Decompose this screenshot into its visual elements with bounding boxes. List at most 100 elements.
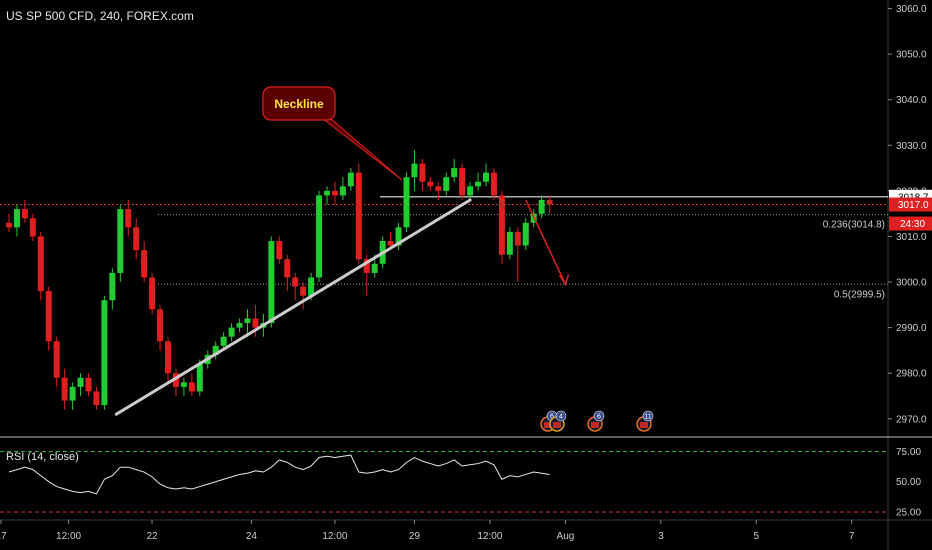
candle-body — [404, 177, 410, 227]
time-axis[interactable]: 17 12:00 22 24 12:00 29 12:00 Aug 3 5 7 — [0, 520, 855, 542]
rsi-title: RSI (14, close) — [6, 451, 79, 463]
us-flag-icon — [591, 422, 599, 428]
candle-body — [109, 273, 115, 300]
candle-body — [133, 227, 139, 250]
chart-title: US SP 500 CFD, 240, FOREX.com — [6, 9, 194, 23]
tag-current-price: 3017.0 — [898, 200, 929, 211]
callout-pointer — [322, 118, 402, 180]
candle-body — [14, 209, 20, 227]
candle-body — [443, 177, 449, 191]
price-lines — [0, 197, 888, 205]
x-tick-label: 12:00 — [56, 531, 81, 542]
candle-body — [451, 168, 457, 177]
projection-arrow — [526, 200, 569, 284]
candle-body — [459, 168, 465, 195]
x-tick-label: 12:00 — [322, 531, 347, 542]
neckline-drawing — [116, 200, 470, 414]
candle-body — [70, 387, 76, 401]
candle-body — [268, 241, 274, 323]
candle-body — [252, 318, 258, 327]
candle-body — [324, 191, 330, 196]
us-flag-icon — [640, 422, 648, 428]
x-tick-label: 24 — [246, 531, 258, 542]
candle-body — [348, 173, 354, 187]
event-markers[interactable]: 6 4 6 11 — [541, 411, 653, 431]
price-axis[interactable]: 3060.03050.03040.03030.03020.03010.03000… — [888, 4, 927, 518]
candle-body — [149, 277, 155, 309]
rsi-line — [9, 455, 550, 494]
tag-countdown: 24:30 — [900, 219, 925, 230]
candle-body — [316, 195, 322, 277]
candle-body — [125, 209, 131, 227]
candle-body — [332, 191, 338, 196]
x-tick-label: 29 — [409, 531, 421, 542]
y-tick-label: 2970.0 — [896, 414, 927, 425]
candle-body — [117, 209, 123, 273]
candle-body — [308, 277, 314, 295]
y-tick-label: 3010.0 — [896, 232, 927, 243]
candle-body — [86, 378, 92, 392]
rsi-tick-label: 50.00 — [896, 477, 921, 488]
event-count: 4 — [559, 414, 563, 421]
x-tick-label: 7 — [849, 531, 855, 542]
candle-body — [101, 300, 107, 405]
fib-label: 0.5(2999.5) — [834, 289, 885, 300]
x-tick-label: 17 — [0, 531, 7, 542]
candle-body — [340, 186, 346, 195]
candle-body — [284, 259, 290, 277]
candle-body — [189, 382, 195, 391]
candle-body — [419, 164, 425, 182]
event-count: 11 — [644, 414, 651, 421]
fib-label: 0.236(3014.8) — [823, 220, 885, 231]
y-tick-label: 3040.0 — [896, 95, 927, 106]
event-count: 6 — [597, 414, 601, 421]
candle-body — [221, 337, 227, 346]
candle-body — [483, 173, 489, 182]
candle-body — [38, 236, 44, 291]
candle-body — [245, 318, 251, 323]
candle-body — [427, 182, 433, 187]
neckline-callout[interactable]: Neckline — [263, 87, 402, 180]
candle-body — [292, 277, 298, 286]
candle-body — [93, 391, 99, 405]
us-flag-icon — [553, 422, 561, 428]
candle-body — [229, 328, 235, 337]
y-tick-label: 2980.0 — [896, 369, 927, 380]
candles — [6, 150, 553, 410]
candle-body — [475, 182, 481, 187]
candle-body — [435, 186, 441, 191]
candle-body — [276, 241, 282, 259]
rsi-tick-label: 75.00 — [896, 447, 921, 458]
candle-body — [515, 232, 521, 246]
candle-body — [6, 223, 12, 228]
candle-body — [539, 200, 545, 214]
candle-body — [22, 209, 28, 218]
arrow-shaft — [526, 200, 566, 284]
candle-body — [547, 200, 553, 205]
x-tick-label: 5 — [753, 531, 759, 542]
candle-body — [141, 250, 147, 277]
callout-text: Neckline — [274, 97, 324, 111]
neckline-line — [116, 200, 470, 414]
y-tick-label: 3050.0 — [896, 50, 927, 61]
candle-body — [467, 186, 473, 195]
x-tick-label: 22 — [146, 531, 158, 542]
y-tick-label: 3060.0 — [896, 4, 927, 15]
y-tick-label: 3000.0 — [896, 278, 927, 289]
candle-body — [30, 218, 36, 236]
candle-body — [165, 341, 171, 373]
candle-body — [523, 223, 529, 246]
candle-body — [62, 378, 68, 401]
candle-body — [157, 309, 163, 341]
y-tick-label: 3030.0 — [896, 141, 927, 152]
candle-body — [237, 323, 243, 328]
y-tick-label: 2990.0 — [896, 323, 927, 334]
candle-body — [356, 173, 362, 260]
candle-body — [507, 232, 513, 255]
x-tick-label: 3 — [658, 531, 664, 542]
candle-body — [372, 264, 378, 273]
candle-body — [300, 287, 306, 296]
